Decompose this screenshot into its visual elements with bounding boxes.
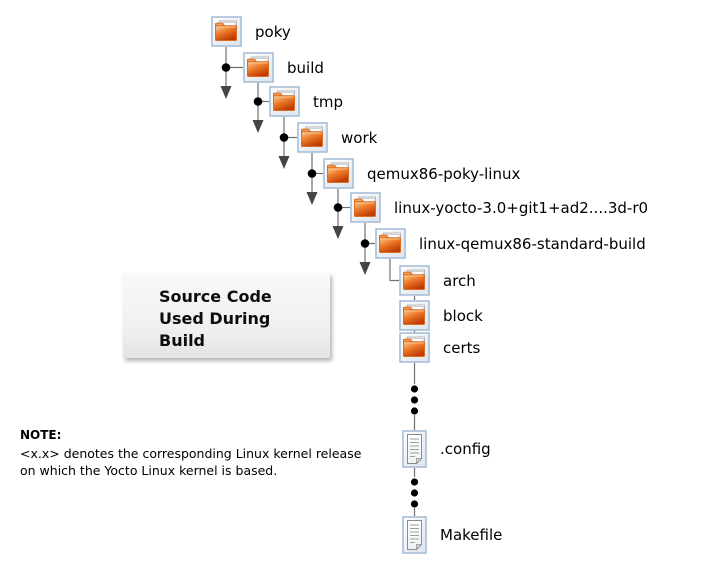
- callout-line: Build: [159, 331, 206, 350]
- file-icon: [402, 430, 427, 468]
- tree-node-work: work: [297, 122, 377, 153]
- tree-node-poky: poky: [211, 16, 291, 47]
- note-block: NOTE: <x.x> denotes the corresponding Li…: [20, 428, 372, 479]
- folder-icon: [211, 16, 242, 47]
- tree-node-arch: arch: [399, 265, 476, 296]
- callout-source-code-used-during-build: Source Code Used During Build: [123, 273, 330, 358]
- tree-node-label: poky: [255, 22, 291, 41]
- tree-node-label: build: [287, 58, 324, 77]
- tree-node-label: .config: [440, 440, 491, 458]
- tree-node-label: certs: [443, 338, 481, 357]
- tree-node-linux-qemux86-standard-build: linux-qemux86-standard-build: [375, 228, 646, 259]
- tree-node-label: block: [443, 306, 483, 325]
- tree-node-label: Makefile: [440, 526, 503, 544]
- folder-icon: [323, 158, 354, 189]
- folder-icon: [399, 332, 430, 363]
- callout-line: Used During: [159, 309, 271, 328]
- junction-dots: [221, 63, 370, 248]
- ellipsis-dots: [410, 385, 419, 508]
- folder-icon: [399, 265, 430, 296]
- tree-node-linux-yocto: linux-yocto-3.0+git1+ad2....3d-r0: [350, 192, 648, 223]
- tree-node-tmp: tmp: [269, 86, 343, 117]
- arrow-down-icons: [220, 86, 371, 275]
- tree-node-makefile: Makefile: [402, 516, 502, 554]
- note-body: <x.x> denotes the corresponding Linux ke…: [20, 446, 362, 478]
- tree-node-block: block: [399, 300, 483, 331]
- tree-node-label: linux-yocto-3.0+git1+ad2....3d-r0: [394, 198, 649, 217]
- folder-icon: [297, 122, 328, 153]
- tree-node-build: build: [243, 52, 324, 83]
- tree-node-label: arch: [443, 271, 476, 290]
- folder-icon: [375, 228, 406, 259]
- tree-node-label: tmp: [313, 92, 344, 111]
- folder-icon: [269, 86, 300, 117]
- tree-node-config: .config: [402, 430, 491, 468]
- folder-icon: [350, 192, 381, 223]
- tree-node-certs: certs: [399, 332, 480, 363]
- note-heading: NOTE:: [20, 428, 62, 442]
- folder-icon: [243, 52, 274, 83]
- tree-node-label: linux-qemux86-standard-build: [419, 234, 646, 253]
- tree-node-label: work: [341, 128, 378, 147]
- tree-node-qemux86-poky-linux: qemux86-poky-linux: [323, 158, 520, 189]
- callout-line: Source Code: [159, 287, 272, 306]
- folder-icon: [399, 300, 430, 331]
- file-icon: [402, 516, 427, 554]
- tree-node-label: qemux86-poky-linux: [367, 164, 521, 183]
